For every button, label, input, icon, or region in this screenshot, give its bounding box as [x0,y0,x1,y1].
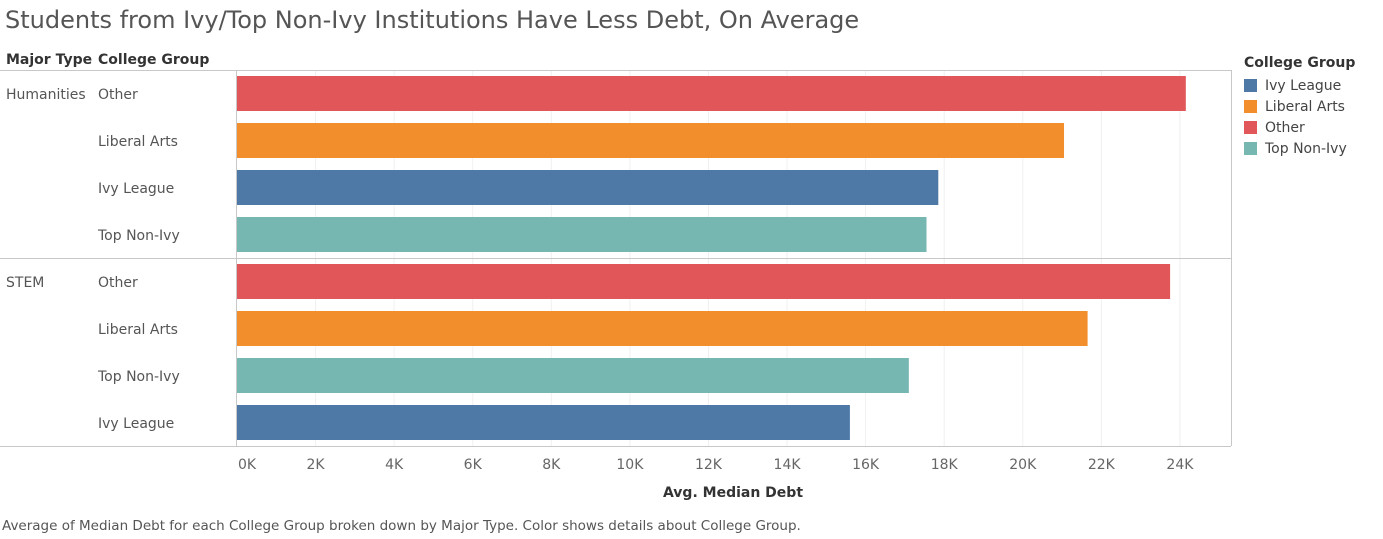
legend-item: Top Non-Ivy [1244,138,1355,159]
college-group-label: Liberal Arts [98,134,178,150]
legend-swatch [1244,142,1257,155]
row-labels: Humanities Other Liberal Arts Ivy League Top… [6,87,180,432]
chart-frame [0,70,1232,447]
bar [237,123,1065,158]
legend-label: Liberal Arts [1265,98,1345,115]
bar [237,217,927,252]
chart-title: Students from Ivy/Top Non-Ivy Institutio… [5,6,860,34]
college-group-label: Top Non-Ivy [97,369,180,385]
legend-label: Top Non-Ivy [1265,140,1347,157]
chart-caption: Average of Median Debt for each College … [2,518,801,534]
bar [237,311,1088,346]
legend-swatch [1244,79,1257,92]
bar [237,76,1186,111]
header-college-group: College Group [98,52,209,68]
legend-items: Ivy League Liberal Arts Other Top Non-Ivy [1244,75,1355,159]
legend-swatch [1244,121,1257,134]
college-group-label: Liberal Arts [98,322,178,338]
x-tick-label: 14K [774,457,802,473]
legend-item: Liberal Arts [1244,96,1355,117]
x-tick-label: 6K [464,457,483,473]
legend-item: Ivy League [1244,75,1355,96]
x-tick-label: 24K [1166,457,1194,473]
college-group-label: Other [98,275,138,291]
bar [237,170,939,205]
bars [237,76,1186,440]
legend-label: Other [1265,119,1305,136]
major-type-label: STEM [6,275,44,291]
major-type-label: Humanities [6,87,86,103]
legend-title: College Group [1244,55,1356,71]
college-group-label: Other [98,87,138,103]
college-group-label: Ivy League [98,181,174,197]
bar [237,405,850,440]
x-tick-label: 0K [238,457,257,473]
x-tick-label: 20K [1009,457,1037,473]
x-tick-label: 2K [307,457,326,473]
x-axis-title: Avg. Median Debt [663,485,803,501]
legend-item: Other [1244,117,1355,138]
legend-swatch [1244,100,1257,113]
college-group-label: Ivy League [98,416,174,432]
college-group-label: Top Non-Ivy [97,228,180,244]
x-tick-label: 8K [542,457,561,473]
x-tick-label: 4K [385,457,404,473]
x-tick-label: 16K [852,457,880,473]
x-tick-label: 12K [695,457,723,473]
bar [237,358,909,393]
x-tick-label: 22K [1088,457,1116,473]
legend-label: Ivy League [1265,77,1342,94]
legend: College Group Ivy League Liberal Arts Othe… [1244,55,1355,159]
x-tick-label: 10K [616,457,644,473]
x-tick-label: 18K [931,457,959,473]
header-major-type: Major Type [6,52,92,68]
x-axis-ticks: 0K 2K 4K 6K 8K 10K 12K 14K 16K 18K 20K 22K 24K [238,457,1194,473]
bar [237,264,1171,299]
